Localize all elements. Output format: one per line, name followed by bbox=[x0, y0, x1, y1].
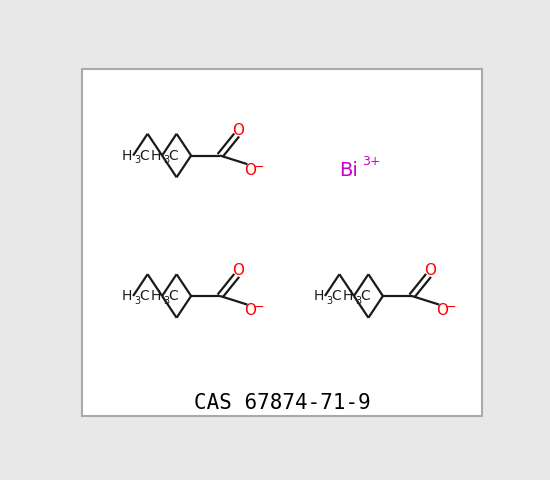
Text: O: O bbox=[244, 163, 256, 178]
Text: H: H bbox=[314, 289, 323, 303]
Text: −: − bbox=[254, 161, 265, 174]
Text: O: O bbox=[436, 303, 448, 318]
Text: H: H bbox=[151, 148, 161, 163]
Text: C: C bbox=[168, 148, 178, 163]
Text: Bi: Bi bbox=[339, 161, 358, 180]
Text: H: H bbox=[122, 289, 132, 303]
Text: −: − bbox=[446, 301, 456, 314]
Text: H: H bbox=[151, 289, 161, 303]
Text: C: C bbox=[331, 289, 340, 303]
Text: 3: 3 bbox=[134, 156, 140, 165]
Text: C: C bbox=[139, 289, 149, 303]
Text: 3: 3 bbox=[134, 296, 140, 306]
Text: C: C bbox=[139, 148, 149, 163]
Text: O: O bbox=[424, 263, 436, 278]
Text: 3: 3 bbox=[355, 296, 361, 306]
Text: −: − bbox=[254, 301, 265, 314]
Text: H: H bbox=[342, 289, 353, 303]
Text: O: O bbox=[244, 303, 256, 318]
Text: C: C bbox=[360, 289, 370, 303]
Text: 3: 3 bbox=[326, 296, 332, 306]
Text: O: O bbox=[232, 263, 244, 278]
Text: CAS 67874-71-9: CAS 67874-71-9 bbox=[194, 393, 370, 413]
Text: O: O bbox=[232, 123, 244, 138]
Text: 3: 3 bbox=[163, 296, 169, 306]
Text: 3+: 3+ bbox=[361, 155, 380, 168]
Text: H: H bbox=[122, 148, 132, 163]
Text: 3: 3 bbox=[163, 156, 169, 165]
Text: C: C bbox=[168, 289, 178, 303]
